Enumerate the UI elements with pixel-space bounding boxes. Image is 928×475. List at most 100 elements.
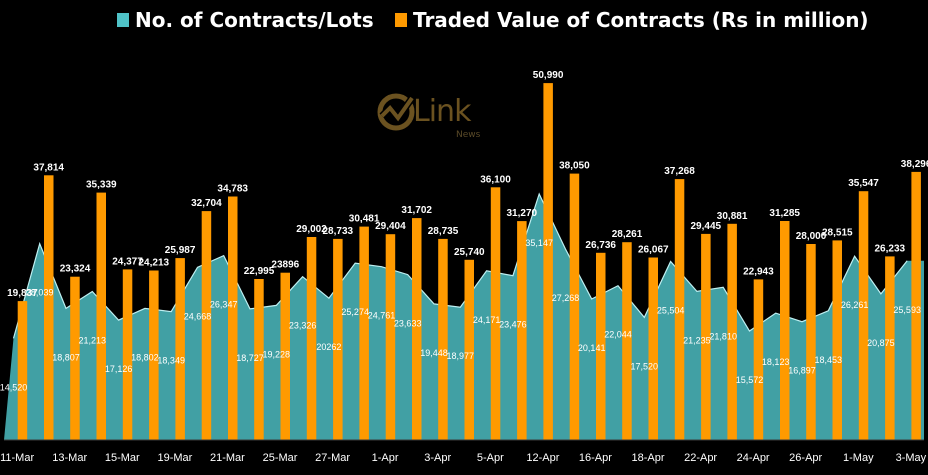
traded-value-label: 26,233 — [875, 243, 906, 254]
traded-value-label: 28,000 — [796, 231, 827, 242]
traded-value-bar — [674, 179, 685, 440]
x-tick-label: 11-Mar — [0, 452, 34, 464]
traded-value-bar — [175, 258, 185, 440]
legend-label-contracts: No. of Contracts/Lots — [135, 8, 374, 32]
x-tick-label: 15-Mar — [105, 452, 140, 464]
contracts-label: 21,213 — [79, 336, 107, 346]
logo-subtext: News — [456, 130, 481, 140]
legend-item-contracts: No. of Contracts/Lots — [117, 8, 374, 32]
traded-value-label: 38,296 — [901, 159, 928, 170]
traded-value-bar — [412, 218, 422, 440]
x-tick-label: 21-Mar — [210, 452, 245, 464]
traded-value-bar — [438, 238, 448, 440]
x-tick-label: 18-Apr — [631, 452, 664, 464]
contracts-label: 20,875 — [867, 338, 895, 348]
traded-value-bar — [44, 175, 54, 441]
traded-value-label: 28,515 — [822, 227, 853, 238]
traded-value-bar — [543, 83, 553, 440]
x-tick-label: 25-Mar — [263, 452, 298, 464]
contracts-label: 24,761 — [368, 311, 396, 321]
traded-value-label: 26,067 — [638, 245, 669, 256]
traded-value-label: 22,995 — [244, 266, 275, 277]
traded-value-label: 23896 — [271, 260, 299, 271]
legend-swatch-contracts — [117, 13, 129, 27]
traded-value-label: 37,268 — [664, 166, 695, 177]
contracts-label: 26,261 — [841, 300, 869, 310]
contracts-label: 14,520 — [0, 382, 27, 392]
contracts-label: 15,572 — [736, 375, 764, 385]
traded-value-bar — [885, 256, 895, 440]
traded-value-label: 31,285 — [769, 208, 800, 219]
traded-value-bar — [569, 173, 580, 440]
traded-value-bar — [858, 191, 869, 440]
contracts-label: 23,633 — [394, 319, 422, 329]
legend-item-traded-value: Traded Value of Contracts (Rs in million… — [395, 8, 869, 32]
traded-value-label: 28,733 — [323, 226, 354, 237]
contracts-label: 20262 — [316, 342, 341, 352]
link-news-logo: Link News — [376, 86, 488, 144]
traded-value-bar — [648, 257, 658, 440]
traded-value-bar — [70, 276, 80, 440]
contracts-label: 17,126 — [105, 364, 133, 374]
contracts-label: 18,977 — [447, 351, 475, 361]
contracts-label: 24,668 — [184, 311, 212, 321]
contracts-label: 18,807 — [52, 352, 80, 362]
traded-value-bar — [122, 269, 133, 440]
contracts-label: 16,897 — [788, 366, 816, 376]
contracts-label: 18,349 — [157, 356, 185, 366]
traded-value-bar — [280, 272, 290, 440]
contracts-label: 19,228 — [263, 349, 291, 359]
x-tick-label: 1-Apr — [372, 452, 399, 464]
contracts-label: 21,810 — [709, 331, 737, 341]
traded-value-bar — [727, 223, 737, 440]
x-tick-label: 3-Apr — [424, 452, 451, 464]
traded-value-label: 28,735 — [428, 226, 459, 237]
traded-value-label: 31,270 — [507, 208, 538, 219]
logo-wordmark: Link — [413, 94, 471, 129]
contracts-label: 25,504 — [657, 306, 685, 316]
traded-value-bar — [228, 196, 238, 440]
contracts-label: 24,171 — [473, 315, 501, 325]
contracts-label: 18,802 — [131, 352, 159, 362]
traded-value-bar — [806, 244, 816, 440]
x-tick-label: 24-Apr — [737, 452, 770, 464]
legend-swatch-traded-value — [395, 13, 407, 27]
traded-value-bar — [490, 187, 501, 440]
traded-value-bar — [333, 238, 343, 440]
traded-value-bar — [780, 221, 790, 440]
traded-value-label: 50,990 — [533, 70, 564, 81]
x-tick-label: 1-May — [843, 452, 874, 464]
x-tick-label: 27-Mar — [315, 452, 350, 464]
contracts-label: 18,123 — [762, 357, 790, 367]
contracts-label: 28,039 — [26, 288, 54, 298]
traded-value-label: 29,445 — [691, 221, 722, 232]
traded-value-bar — [149, 270, 159, 440]
traded-value-label: 25,740 — [454, 247, 485, 258]
contracts-label: 23,326 — [289, 321, 317, 331]
x-tick-label: 5-Apr — [477, 452, 504, 464]
traded-value-label: 29,002 — [296, 224, 327, 235]
traded-value-label: 29,404 — [375, 221, 406, 232]
contracts-label: 18,453 — [815, 355, 843, 365]
traded-value-bar — [832, 240, 842, 440]
traded-value-label: 28,261 — [612, 229, 643, 240]
contracts-label: 19,448 — [420, 348, 448, 358]
contracts-label: 27,268 — [552, 293, 580, 303]
traded-value-label: 22,943 — [743, 266, 774, 277]
traded-value-label: 38,050 — [559, 161, 590, 172]
traded-value-bar — [17, 301, 28, 440]
contracts-label: 18,727 — [236, 353, 264, 363]
traded-value-bar — [517, 221, 527, 440]
traded-value-label: 30,881 — [717, 211, 748, 222]
contracts-label: 23,476 — [499, 320, 527, 330]
traded-value-label: 25,987 — [165, 245, 196, 256]
traded-value-bar — [701, 233, 711, 440]
traded-value-label: 26,736 — [585, 240, 616, 251]
x-tick-label: 26-Apr — [789, 452, 822, 464]
traded-value-bar — [254, 279, 264, 440]
traded-value-label: 35,547 — [848, 178, 879, 189]
contracts-label: 22,044 — [604, 330, 632, 340]
contracts-label: 26,347 — [210, 300, 238, 310]
